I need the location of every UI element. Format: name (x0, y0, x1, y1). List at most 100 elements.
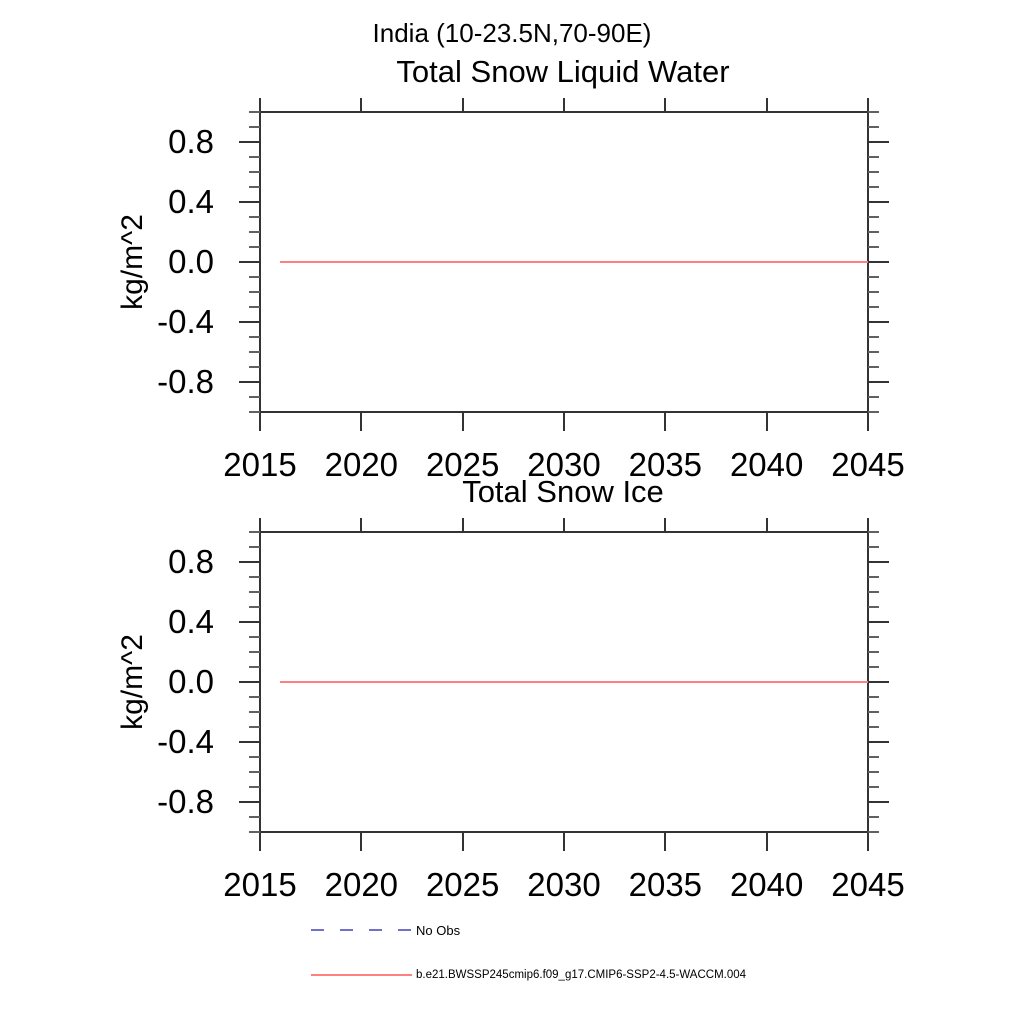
y-tick-minor-left (249, 366, 260, 368)
x-tick-label: 2020 (324, 866, 399, 903)
y-tick-minor-left (249, 336, 260, 338)
legend-entry-model: b.e21.BWSSP245cmip6.f09_g17.CMIP6-SSP2-4… (311, 966, 746, 984)
x-tick-top (563, 518, 565, 532)
y-tick-minor-right (868, 696, 879, 698)
x-tick-label: 2030 (527, 866, 601, 903)
y-tick-label: -0.8 (157, 363, 214, 400)
y-tick-minor-left (249, 216, 260, 218)
y-tick-minor-right (868, 531, 879, 533)
y-tick-label: -0.4 (157, 723, 214, 760)
y-tick-minor-left (249, 156, 260, 158)
y-tick-major-right (868, 801, 889, 803)
no-obs-dashed-line-swatch (311, 929, 413, 931)
y-tick-label: 0.4 (168, 603, 214, 640)
y-tick-minor-right (868, 171, 879, 173)
y-tick-major-right (868, 681, 889, 683)
y-tick-major-right (868, 321, 889, 323)
x-tick-label: 2040 (729, 866, 804, 903)
x-tick-bottom (563, 833, 565, 851)
y-tick-minor-left (249, 246, 260, 248)
y-tick-minor-right (868, 111, 879, 113)
y-tick-major-right (868, 201, 889, 203)
y-tick-minor-right (868, 816, 879, 818)
x-tick-top (664, 98, 667, 112)
y-tick-minor-left (249, 816, 260, 818)
y-tick-minor-left (249, 696, 260, 698)
y-tick-minor-right (868, 651, 879, 653)
y-tick-major-left (239, 561, 260, 563)
figure-title: India (10-23.5N,70-90E) (372, 18, 652, 48)
y-tick-minor-right (868, 216, 879, 218)
y-tick-minor-left (249, 171, 260, 173)
y-tick-minor-left (249, 411, 260, 413)
x-tick-bottom (259, 413, 261, 431)
y-tick-minor-right (868, 306, 879, 308)
x-tick-label: 2015 (223, 446, 297, 483)
x-tick-bottom (765, 833, 768, 851)
x-tick-top (765, 98, 768, 112)
y-tick-minor-right (868, 771, 879, 773)
x-tick-top (360, 98, 363, 112)
y-tick-major-left (239, 381, 260, 383)
y-tick-minor-left (249, 126, 260, 128)
y-tick-minor-right (868, 666, 879, 668)
y-tick-minor-left (249, 711, 260, 713)
y-tick-label: 0.4 (168, 183, 214, 220)
x-tick-label: 2020 (324, 446, 399, 483)
y-tick-label: -0.4 (157, 303, 214, 340)
y-tick-label: 0.8 (168, 543, 214, 580)
y-tick-major-left (239, 321, 260, 323)
y-tick-minor-left (249, 276, 260, 278)
y-tick-major-right (868, 381, 889, 383)
y-tick-major-right (868, 621, 889, 623)
y-tick-minor-right (868, 606, 879, 608)
y-tick-minor-right (868, 231, 879, 233)
x-tick-bottom (563, 413, 565, 431)
y-tick-label: 0.0 (168, 663, 214, 700)
x-tick-top (259, 98, 261, 112)
x-tick-bottom (259, 833, 261, 851)
y-tick-minor-right (868, 276, 879, 278)
y-tick-minor-right (868, 726, 879, 728)
y-tick-minor-right (868, 711, 879, 713)
x-tick-bottom (360, 833, 363, 851)
y-tick-minor-left (249, 771, 260, 773)
x-tick-top (563, 98, 565, 112)
x-tick-label: 2030 (527, 446, 601, 483)
x-tick-label: 2025 (425, 866, 500, 903)
series-line (280, 261, 868, 263)
x-tick-label: 2035 (628, 866, 703, 903)
y-tick-major-right (868, 261, 889, 263)
y-tick-minor-left (249, 396, 260, 398)
y-tick-minor-left (249, 576, 260, 578)
y-tick-label: -0.8 (157, 783, 214, 820)
x-tick-label: 2035 (628, 446, 703, 483)
y-tick-minor-left (249, 726, 260, 728)
x-tick-top (664, 518, 667, 532)
y-tick-major-left (239, 801, 260, 803)
x-tick-label: 2045 (831, 446, 905, 483)
y-tick-minor-left (249, 606, 260, 608)
y-tick-minor-left (249, 291, 260, 293)
x-tick-label: 2025 (425, 446, 500, 483)
x-tick-top (360, 518, 363, 532)
x-tick-bottom (867, 413, 869, 431)
x-tick-bottom (664, 413, 667, 431)
y-tick-major-right (868, 741, 889, 743)
y-tick-minor-left (249, 546, 260, 548)
y-tick-minor-left (249, 111, 260, 113)
y-tick-minor-left (249, 591, 260, 593)
x-tick-bottom (765, 413, 768, 431)
y-tick-label: 0.8 (168, 123, 214, 160)
y-tick-minor-right (868, 246, 879, 248)
y-tick-minor-right (868, 291, 879, 293)
legend-label: No Obs (416, 922, 461, 938)
x-tick-top (259, 518, 261, 532)
x-tick-label: 2040 (729, 446, 804, 483)
panel-title: Total Snow Ice (462, 474, 664, 509)
y-tick-minor-left (249, 186, 260, 188)
y-tick-minor-left (249, 666, 260, 668)
y-tick-minor-right (868, 831, 879, 833)
